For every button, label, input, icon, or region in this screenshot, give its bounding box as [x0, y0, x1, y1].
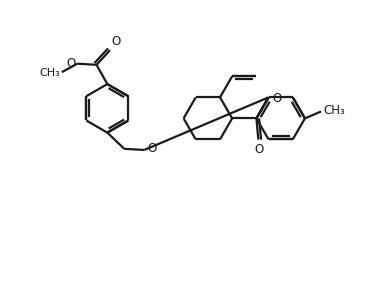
Text: O: O [111, 35, 120, 48]
Text: O: O [255, 143, 264, 156]
Text: O: O [66, 57, 75, 70]
Text: O: O [272, 91, 282, 105]
Text: CH₃: CH₃ [323, 104, 345, 117]
Text: O: O [147, 142, 156, 155]
Text: CH₃: CH₃ [39, 68, 60, 78]
